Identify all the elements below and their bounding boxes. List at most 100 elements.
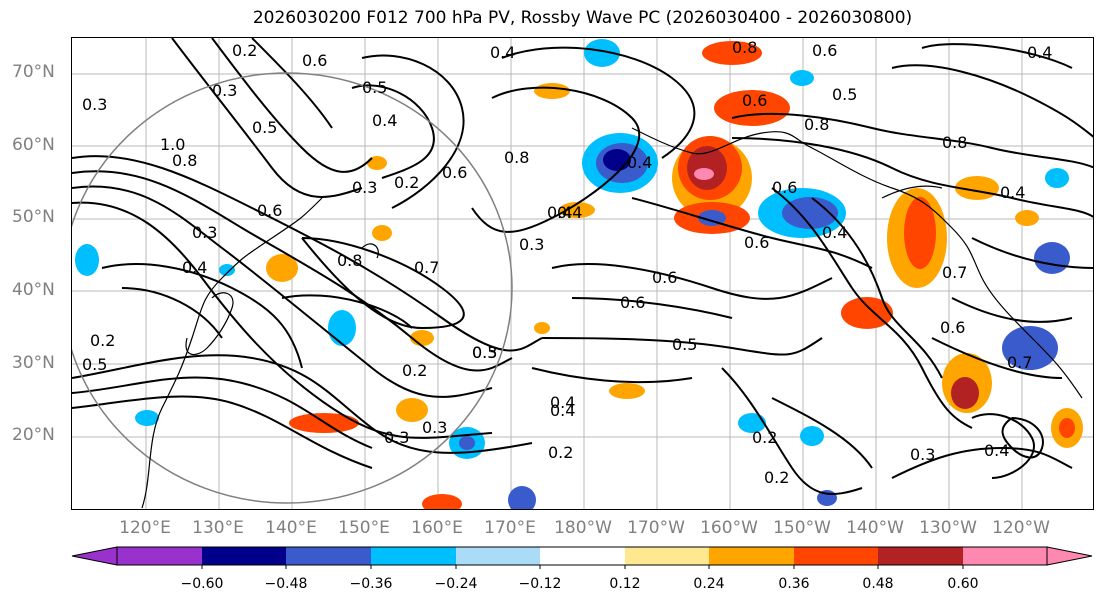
lat-label: 50°N [12,207,55,227]
contour-label: 0.4 [550,401,575,420]
colorbar-extend-max [1046,546,1093,566]
contour-label: 0.5 [472,343,497,362]
lon-label: 170°E [484,518,536,538]
lon-label: 160°E [411,518,463,538]
contour-label: 0.6 [812,41,837,60]
contour-label: 0.4 [627,153,652,172]
contour-label: 0.8 [504,148,529,167]
contour-label: 0.3 [519,235,544,254]
contour-label: 0.5 [672,335,697,354]
colorbar-segment [371,547,456,565]
projection-circle [72,72,513,504]
lon-label: 150°W [773,518,831,538]
contour-label: 0.4 [182,258,207,277]
colorbar-segment [963,547,1047,565]
colorbar-segment [202,547,286,565]
contour-label: 0.5 [362,78,387,97]
contour-label: 0.3 [82,95,107,114]
contour-label: 0.3 [352,178,377,197]
colorbar-tick-label: −0.60 [180,576,224,592]
contour-label: 0.7 [942,263,967,282]
colorbar-tick-label: 0.48 [862,576,894,592]
lat-label: 20°N [12,425,55,445]
contour-label: 0.2 [764,468,789,487]
colorbar-segment [794,547,878,565]
lon-label: 140°W [846,518,904,538]
contour-label: 0.4 [547,203,572,222]
lon-label: 170°W [627,518,685,538]
contour-label: 0.2 [394,173,419,192]
contour-label: 0.7 [1007,353,1032,372]
lon-label: 130°W [919,518,977,538]
lat-label: 40°N [12,280,55,300]
coastlines [141,127,1083,509]
lon-label: 150°E [338,518,390,538]
contour-label: 0.5 [82,355,107,374]
map-panel: 0.4 0.2 0.6 0.3 0.5 0.4 0.6 0.8 0.6 0.5 … [71,37,1094,510]
colorbar-tick-label: −0.48 [264,576,308,592]
contour-label: 0.4 [1000,183,1025,202]
map-canvas: 0.4 0.2 0.6 0.3 0.5 0.4 0.6 0.8 0.6 0.5 … [72,38,1093,509]
colorbar-segment [878,547,963,565]
contour-label: 0.6 [302,51,327,70]
contour-label: 0.3 [192,223,217,242]
contour-label-group: 0.4 0.2 0.6 0.3 0.5 0.4 0.6 0.8 0.6 0.5 … [82,38,1052,487]
contour-label: 0.8 [804,115,829,134]
contour-label: 0.4 [490,43,515,62]
contour-label: 0.5 [832,85,857,104]
colorbar-tick-label: −0.36 [349,576,393,592]
contour-label: 0.4 [550,393,575,412]
colorbar-tick-label: 0.60 [947,576,979,592]
contour-label: 0.6 [620,293,645,312]
contour-label: 0.2 [752,428,777,447]
lat-label: 60°N [12,135,55,155]
colorbar-segment [540,547,625,565]
contour-label: 0.8 [337,251,362,270]
contour-label: 0.6 [652,268,677,287]
colorbar-tick-label: 0.12 [609,576,641,592]
contour-label: 0.4 [372,111,397,130]
contour-label: 0.6 [744,233,769,252]
contour-label: 0.2 [402,361,427,380]
colorbar-segment [117,547,202,565]
colorbar-segment [625,547,709,565]
contour-label: 0.3 [212,81,237,100]
colorbar-segment [709,547,794,565]
lat-label: 70°N [12,62,55,82]
contour-label: 0.8 [942,133,967,152]
map-title: 2026030200 F012 700 hPa PV, Rossby Wave … [252,8,913,28]
contour-label: 0.3 [422,418,447,437]
lon-label: 130°E [192,518,244,538]
contour-label: 0.6 [940,318,965,337]
contour-label: 0.8 [172,151,197,170]
contour-label: 0.7 [414,258,439,277]
contour-label: 0.4 [822,223,847,242]
lon-label: 120°W [992,518,1050,538]
colorbar-tick-label: −0.12 [518,576,562,592]
contour-label: 0.2 [232,41,257,60]
contour-label: 0.3 [384,428,409,447]
lon-label: 180°W [554,518,612,538]
colorbar-extend-min [71,546,118,566]
contour-label: 0.2 [90,331,115,350]
colorbar-segment [286,547,371,565]
lon-label: 120°E [119,518,171,538]
contour-label: 0.5 [252,118,277,137]
pv-contours [72,38,1093,495]
contour-label: 0.4 [984,441,1009,460]
lon-label: 160°W [700,518,758,538]
lat-label: 30°N [12,353,55,373]
colorbar-tick-label: 0.36 [778,576,810,592]
colorbar-segment [456,547,540,565]
colorbar-tick-label: 0.24 [693,576,725,592]
contour-label: 0.3 [472,343,497,362]
contour-label: 0.6 [257,201,282,220]
lon-label: 140°E [265,518,317,538]
contour-label: 0.4 [557,203,582,222]
colorbar-tick-label: −0.24 [434,576,478,592]
contour-label: 0.3 [910,445,935,464]
contour-label: 0.6 [772,178,797,197]
contour-label: 1.0 [160,135,185,154]
contour-label: 0.4 [1027,43,1052,62]
